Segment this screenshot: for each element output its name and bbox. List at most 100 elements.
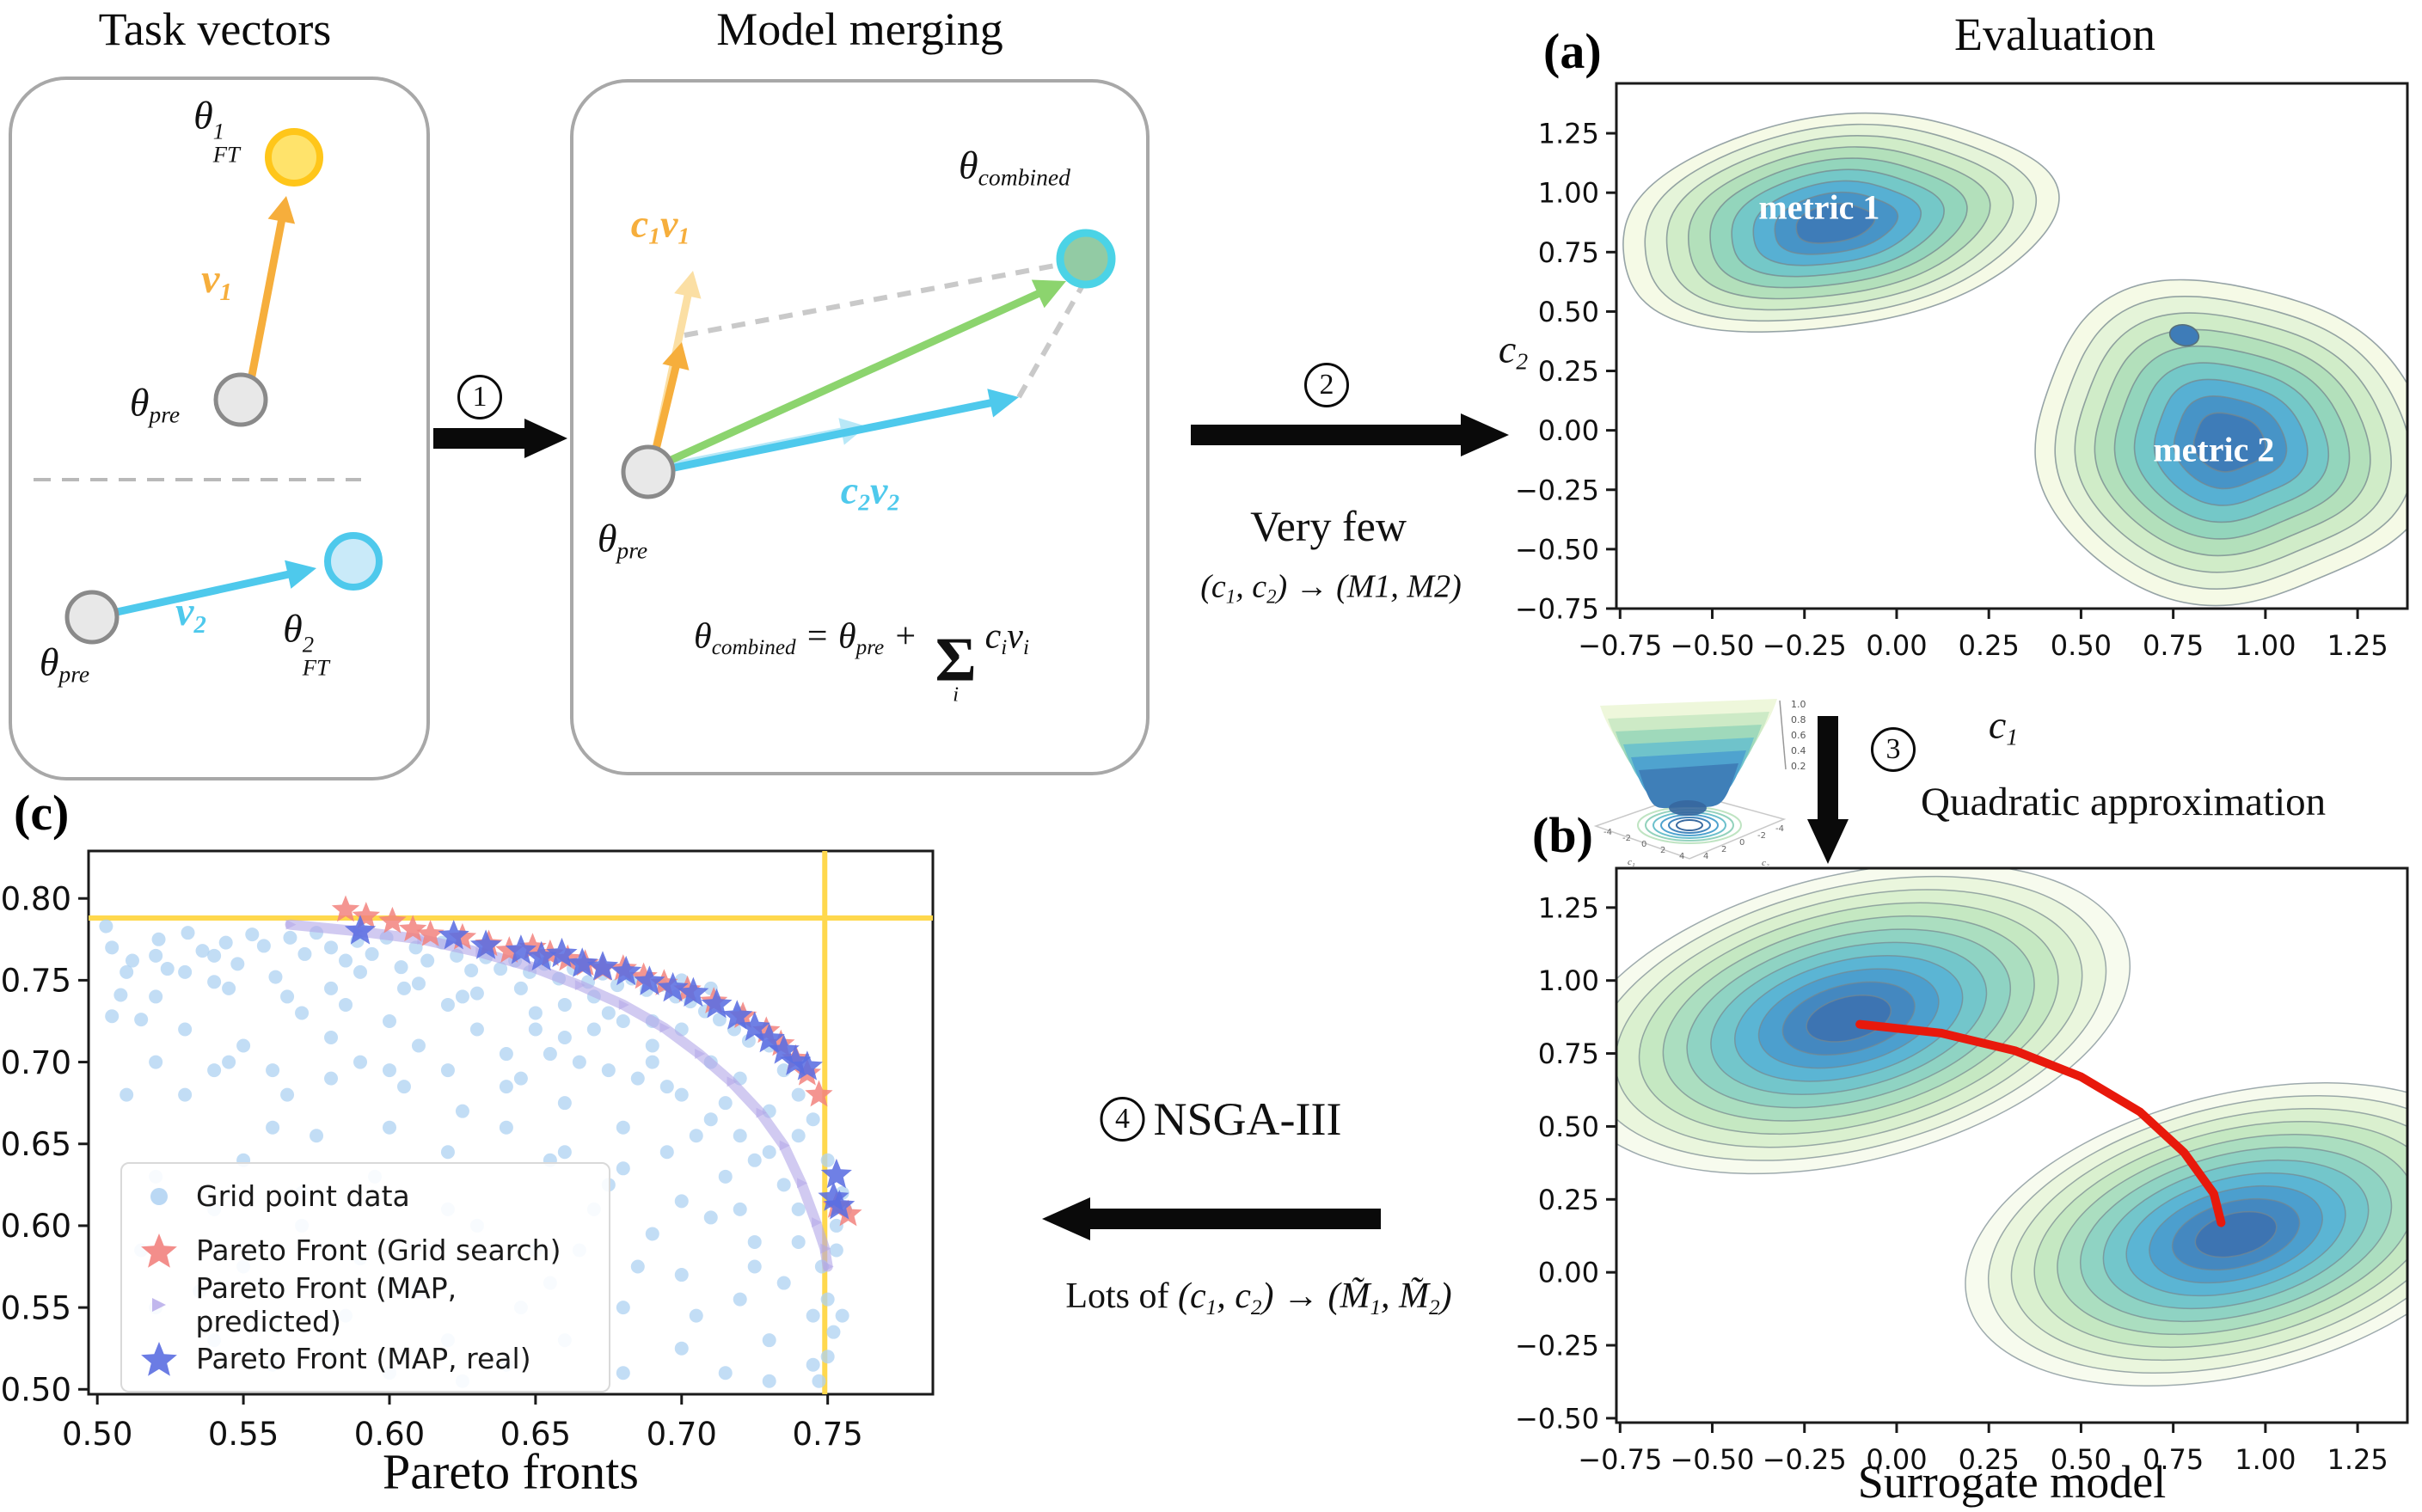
svg-text:1.25: 1.25	[2327, 629, 2388, 662]
svg-text:0.00: 0.00	[1866, 629, 1927, 662]
svg-text:−0.75: −0.75	[1515, 593, 1599, 626]
svg-text:0.50: 0.50	[62, 1416, 132, 1453]
svg-text:0.2: 0.2	[1791, 761, 1806, 772]
svg-text:0.00: 0.00	[1866, 1443, 1927, 1476]
theta-pre2-node	[64, 590, 120, 645]
svg-text:−0.25: −0.25	[1763, 629, 1847, 662]
contour-blob	[1622, 112, 2060, 334]
legend-item: Grid point data	[122, 1172, 609, 1221]
svg-text:0.60: 0.60	[354, 1416, 425, 1453]
svg-text:0.70: 0.70	[1, 1044, 71, 1081]
svg-text:−0.75: −0.75	[1578, 629, 1662, 662]
legend-triangle-icon	[122, 1282, 195, 1327]
svg-text:0.8: 0.8	[1791, 714, 1806, 725]
step-1-badge: 1	[457, 375, 502, 419]
svg-text:1.00: 1.00	[2235, 1443, 2296, 1476]
svg-text:-4: -4	[1603, 828, 1612, 837]
svg-text:0.65: 0.65	[500, 1416, 571, 1453]
metric-label: metric 1	[1758, 188, 1879, 227]
v2-label: v2	[175, 589, 206, 639]
c2v2-label: c2v2	[840, 468, 900, 516]
svg-text:0.75: 0.75	[2143, 629, 2204, 662]
panel-label-a: (a)	[1543, 23, 1602, 79]
svg-text:0.75: 0.75	[792, 1416, 862, 1453]
pareto-fronts-title: Pareto fronts	[383, 1443, 639, 1500]
svg-text:0.60: 0.60	[1, 1208, 71, 1245]
svg-text:−0.50: −0.50	[1515, 1402, 1599, 1435]
legend-label: Pareto Front (MAP, real)	[196, 1342, 531, 1375]
few-formula: (c1, c2) → (M1, M2)	[1200, 568, 1462, 608]
c1-axis-label: c1	[1988, 702, 2019, 750]
surface3d-inset: 1.0 0.8 0.6 0.4 0.2 -4 -2 0 2 4 4 2 0 -2 -4 c₁ c₂	[1593, 699, 1806, 868]
theta-combined-node	[1056, 229, 1116, 289]
legend-item: Pareto Front (Grid search)	[122, 1227, 609, 1275]
svg-text:−0.50: −0.50	[1515, 533, 1599, 566]
metric-label: metric 2	[2153, 431, 2274, 469]
theta-pre-merge-label: θpre	[597, 516, 648, 564]
svg-text:1.25: 1.25	[1538, 118, 1599, 150]
nsga-text: NSGA-III	[1153, 1093, 1342, 1145]
theta-pre-bottom-label: θpre	[39, 640, 90, 688]
plot-c-legend: Grid point data Pareto Front (Grid search…	[120, 1162, 610, 1393]
panel-label-c: (c)	[14, 785, 70, 841]
svg-text:0: 0	[1641, 840, 1646, 849]
legend-star-icon	[122, 1337, 196, 1381]
svg-text:0.25: 0.25	[1538, 1184, 1599, 1216]
pareto-curve	[1855, 1019, 2226, 1227]
svg-text:0.75: 0.75	[2143, 1443, 2204, 1476]
svg-text:0.00: 0.00	[1538, 1257, 1599, 1289]
dashed-edge-2	[1016, 285, 1084, 399]
svg-text:2: 2	[1721, 845, 1726, 854]
theta-pre-merge-node	[621, 444, 676, 499]
svg-text:0.65: 0.65	[1, 1126, 71, 1163]
svg-text:0.75: 0.75	[1, 963, 71, 1000]
theta-pre-top-label: θpre	[129, 380, 181, 428]
legend-star-icon	[122, 1228, 196, 1273]
svg-text:1.25: 1.25	[2327, 1443, 2388, 1476]
theta-combined-label: θcombined	[959, 143, 1070, 191]
theta-ft1-node	[265, 128, 323, 187]
svg-text:1.00: 1.00	[1538, 177, 1599, 210]
svg-text:−0.50: −0.50	[1670, 1443, 1754, 1476]
svg-text:−0.50: −0.50	[1670, 629, 1754, 662]
legend-item: Pareto Front (MAP, real)	[122, 1335, 609, 1383]
svg-text:0.75: 0.75	[1538, 1038, 1599, 1070]
model-merging-title: Model merging	[716, 3, 1003, 55]
c2-axis-label: c2	[1498, 327, 1529, 375]
theta-pre-node	[213, 372, 268, 427]
svg-text:−0.25: −0.25	[1763, 1443, 1847, 1476]
svg-text:-4: -4	[1775, 824, 1784, 834]
svg-text:c₁: c₁	[1628, 857, 1635, 867]
surrogate-blob	[1965, 1082, 2422, 1387]
theta-ft1-label: θ 1 FT	[193, 93, 240, 167]
svg-text:-2: -2	[1757, 831, 1766, 841]
quadratic-approximation-text: Quadratic approximation	[1921, 780, 2327, 824]
legend-label: Pareto Front (MAP, predicted)	[195, 1270, 457, 1338]
model-merging-box	[570, 79, 1150, 775]
svg-text:0.50: 0.50	[1, 1372, 71, 1409]
lots-formula: Lots of (c1, c2) → (M̃1, M̃2)	[1065, 1276, 1452, 1319]
svg-text:1.00: 1.00	[2235, 629, 2296, 662]
legend-dot-icon	[122, 1174, 196, 1219]
svg-text:0.25: 0.25	[1959, 629, 2020, 662]
svg-text:1.0: 1.0	[1791, 699, 1806, 710]
very-few-text: Very few	[1250, 502, 1407, 550]
svg-text:0.50: 0.50	[2051, 1443, 2112, 1476]
svg-text:4: 4	[1703, 852, 1708, 861]
svg-text:1.00: 1.00	[1538, 964, 1599, 997]
svg-text:0.50: 0.50	[1538, 296, 1599, 328]
v1-label: v1	[201, 256, 232, 306]
svg-text:2: 2	[1660, 846, 1665, 855]
svg-text:0.6: 0.6	[1791, 730, 1806, 741]
c1v1-label: c1v1	[630, 201, 690, 249]
svg-text:1.25: 1.25	[1538, 891, 1599, 924]
svg-text:0.55: 0.55	[208, 1416, 279, 1453]
svg-text:0.55: 0.55	[1, 1289, 71, 1326]
svg-text:0.75: 0.75	[1538, 236, 1599, 269]
theta-ft2-label: θ 2 FT	[283, 606, 329, 680]
svg-text:−0.25: −0.25	[1515, 474, 1599, 506]
surrogate-blob	[1567, 862, 2131, 1175]
theta-ft2-node	[324, 532, 383, 591]
svg-text:0.4: 0.4	[1791, 745, 1806, 756]
